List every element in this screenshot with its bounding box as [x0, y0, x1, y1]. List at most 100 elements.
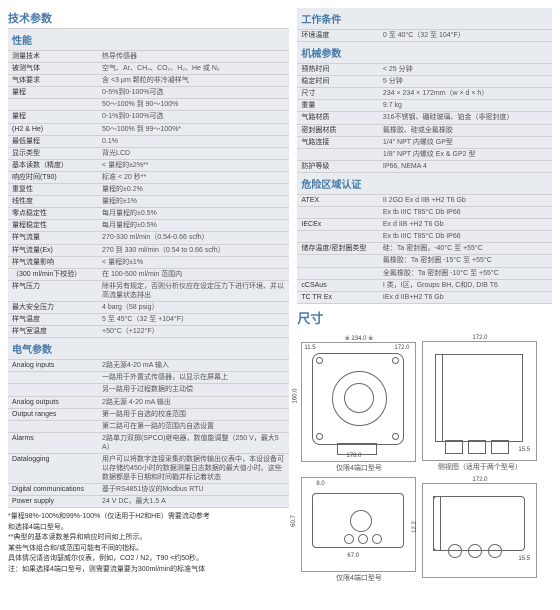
table-row: Datalogging用户可以将数字连接采集的数据传输出仪表中，本设设备可以存储…: [8, 454, 289, 484]
row-label: Alarms: [8, 432, 98, 453]
row-label: 防护等级: [297, 160, 378, 172]
table-row: Power supply24 V DC，最大1.5 A: [8, 496, 289, 508]
table-row: 全氟橡胶：Ta 密封圈 -10°C 至 +55°C: [297, 267, 552, 279]
table-row: 响应时间(T90)标准 < 20 秒**: [8, 171, 289, 183]
table-row: 气路材质316不锈钢、硼硅玻璃、铂金（非密封度）: [297, 112, 552, 124]
row-label: 样气流量影响: [8, 256, 98, 268]
row-label: 线性度: [8, 196, 98, 208]
row-value: 第一路用于自选的校准范围: [98, 408, 289, 420]
row-label: [297, 255, 378, 267]
table-row: 显示类型背光LCD: [8, 147, 289, 159]
row-label: 被测气体: [8, 63, 98, 75]
dim-title: 尺寸: [297, 304, 552, 331]
row-label: 样气压力: [8, 280, 98, 301]
table-row: cCSAusI 类，I区，Groups BH, C和D, DIB T6: [297, 279, 552, 291]
row-value: 2路单刀双掷(SPCO)继电器，数值能调整（250 V，最大5 A）: [98, 432, 289, 453]
row-value: 50～100% 到 99～100%*: [98, 123, 289, 135]
row-label: 储存温度/密封圈类型: [297, 243, 378, 255]
row-label: Power supply: [8, 496, 98, 508]
row-label: 稳定时间: [297, 76, 378, 88]
work-table: 环境温度0 至 40°C（32 至 104°F）: [297, 30, 552, 42]
row-value: IP66, NEMA 4: [379, 160, 552, 172]
work-section: 工作条件 环境温度0 至 40°C（32 至 104°F）: [297, 8, 552, 42]
row-value: 2路无源4-20 mA 输入: [98, 360, 289, 372]
row-value: 9.7 kg: [379, 100, 552, 112]
row-value: 标准 < 20 秒**: [98, 171, 289, 183]
notes: *量程98%-100%和99%-100%（仅适用于H2和HE）需要流动参考和选择…: [8, 508, 289, 579]
row-label: TC TR Ex: [297, 291, 378, 303]
row-value: Ex d IIB +H2 T6 Gb: [379, 219, 552, 231]
row-value: 在 100-500 ml/min 范围内: [98, 268, 289, 280]
row-value: 含 <3 μm 颗粒的非冷凝样气: [98, 75, 289, 87]
table-row: Digital communications基于RS4851协议的Modbus …: [8, 484, 289, 496]
row-label: 气体要求: [8, 75, 98, 87]
row-value: 一路用于外置式传感器，以显示在屏幕上: [98, 372, 289, 384]
row-label: cCSAus: [297, 279, 378, 291]
row-label: 样气流量: [8, 232, 98, 244]
row-label: 重量: [297, 100, 378, 112]
row-value: 316不锈钢、硼硅玻璃、铂金（非密封度）: [379, 112, 552, 124]
table-row: 样气流量影响< 量程的±1%: [8, 256, 289, 268]
row-value: 0.1%: [98, 135, 289, 147]
perf-table: 测量技术热导传感器被测气体空气、Ar、CH₄、CO₂、H₂、He 或 N₂气体要…: [8, 51, 289, 338]
table-row: 重量9.7 kg: [297, 100, 552, 112]
row-value: 除非另有规定，否则分析仪应在设定压力下进行环境、并以高流量状态排出: [98, 280, 289, 301]
row-value: IEx d IIB+H2 T6 Gb: [379, 291, 552, 303]
table-row: Ex tb IIIC T85°C Db IP66: [297, 207, 552, 219]
row-value: +50°C（+122°F）: [98, 326, 289, 338]
row-value: 背光LCD: [98, 147, 289, 159]
row-label: （300 ml/min下校验）: [8, 268, 98, 280]
row-label: (H2 & He): [8, 123, 98, 135]
row-label: 显示类型: [8, 147, 98, 159]
row-label: IECEx: [297, 219, 378, 231]
row-label: 量程稳定性: [8, 220, 98, 232]
row-label: [297, 148, 378, 160]
row-label: 最大安全压力: [8, 301, 98, 313]
table-row: 50～100% 到 90～100%: [8, 99, 289, 111]
table-row: ATEXII 2GD Ex d IIB +H2 T6 Gb: [297, 195, 552, 207]
table-row: TC TR ExIEx d IIB+H2 T6 Gb: [297, 291, 552, 303]
table-row: 最大安全压力4 barg（58 psig）: [8, 301, 289, 313]
row-value: 24 V DC，最大1.5 A: [98, 496, 289, 508]
row-label: Datalogging: [8, 454, 98, 484]
table-row: 气路连接1/4" NPT 内螺纹 GP型: [297, 136, 552, 148]
table-row: IECExEx d IIB +H2 T6 Gb: [297, 219, 552, 231]
diagrams: ※ 234.0 ※ 160.0 11.5 172.0 178.0: [297, 331, 552, 591]
table-row: 样气温度5 至 45°C（32 至 +104°F）: [8, 314, 289, 326]
perf-title: 性能: [8, 29, 289, 51]
row-value: Ex tb IIIC T85°C Db IP66: [379, 207, 552, 219]
row-label: Analog outputs: [8, 396, 98, 408]
row-value: 5 至 45°C（32 至 +104°F）: [98, 314, 289, 326]
row-label: 最低量程: [8, 135, 98, 147]
table-row: 测量技术热导传感器: [8, 51, 289, 63]
table-row: 线性度量程的±1%: [8, 196, 289, 208]
row-label: 样气室温度: [8, 326, 98, 338]
table-row: 样气流量(Ex)270 到 330 ml/min（0.54 to 0.66 sc…: [8, 244, 289, 256]
table-row: Alarms2路单刀双掷(SPCO)继电器，数值能调整（250 V，最大5 A）: [8, 432, 289, 453]
table-row: 第二路可在第一路的范围内自选设置: [8, 420, 289, 432]
table-row: 预热时间< 25 分钟: [297, 64, 552, 76]
row-label: [8, 372, 98, 384]
hazard-section: 危险区域认证 ATEXII 2GD Ex d IIB +H2 T6 GbEx t…: [297, 173, 552, 304]
mech-title: 机械参数: [297, 42, 552, 64]
table-row: 尺寸234 × 234 × 172mm（w × d × h）: [297, 88, 552, 100]
row-label: 样气温度: [8, 314, 98, 326]
row-value: 量程的±1%: [98, 196, 289, 208]
row-value: 0-5%到0-100%可选: [98, 87, 289, 99]
table-row: 基本读数（精度）< 量程的±2%**: [8, 159, 289, 171]
row-value: 量程的±0.2%: [98, 184, 289, 196]
row-label: 重复性: [8, 184, 98, 196]
row-value: 2路无源 4-20 mA 输出: [98, 396, 289, 408]
row-value: 每月量程的±0.5%: [98, 208, 289, 220]
diagram-bottom2: 172.0 15.5 12.2: [422, 477, 537, 583]
table-row: 环境温度0 至 40°C（32 至 104°F）: [297, 30, 552, 42]
elec-title: 电气参数: [8, 338, 289, 360]
row-label: 基本读数（精度）: [8, 159, 98, 171]
table-row: 氟橡胶：Ta 密封圈 -15°C 至 +55°C: [297, 255, 552, 267]
row-value: 硅：Ta 密封圈，-40°C 至 +55°C: [379, 243, 552, 255]
row-value: 用户可以将数字连接采集的数据传输出仪表中，本设设备可以存储约450小时的数据测量…: [98, 454, 289, 484]
table-row: Analog inputs2路无源4-20 mA 输入: [8, 360, 289, 372]
work-title: 工作条件: [297, 8, 552, 30]
table-row: 量程0-1%到0-100%可选: [8, 111, 289, 123]
row-value: < 量程的±1%: [98, 256, 289, 268]
